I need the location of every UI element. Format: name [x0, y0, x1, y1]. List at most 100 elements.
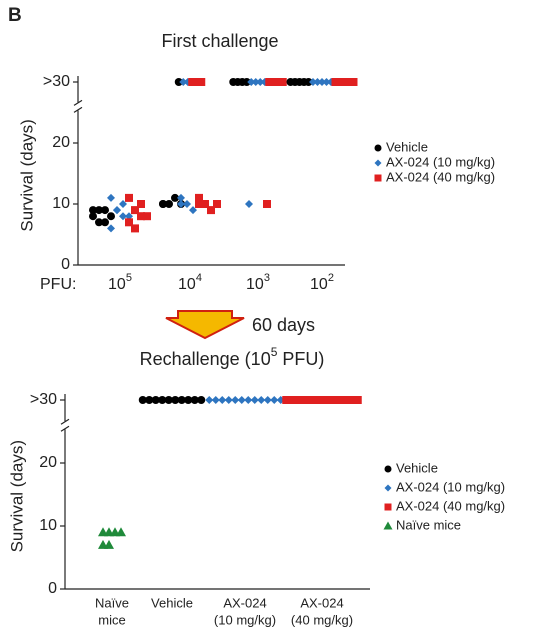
y-tick-label: 0 [61, 256, 70, 273]
marker [301, 396, 310, 404]
x-tick-label: 104 [178, 272, 202, 293]
marker [201, 200, 209, 208]
marker [340, 396, 349, 404]
marker [107, 193, 115, 202]
marker [177, 193, 185, 202]
marker [245, 200, 253, 208]
marker [274, 78, 283, 86]
marker [288, 396, 297, 404]
marker [101, 206, 109, 215]
marker [331, 78, 340, 86]
tick-base: 10 [178, 276, 196, 293]
x-tick-label: mice [98, 612, 125, 627]
tick-superscript: 5 [126, 272, 132, 284]
marker [231, 396, 240, 404]
marker [116, 527, 126, 537]
marker [189, 206, 197, 215]
marker [353, 396, 362, 404]
marker [263, 200, 271, 208]
marker [384, 503, 392, 511]
tick-superscript: 3 [264, 272, 270, 284]
marker [349, 78, 358, 86]
marker [137, 212, 145, 221]
chart-title: Rechallenge (105 PFU) [140, 345, 325, 369]
marker [374, 174, 382, 182]
marker [159, 200, 167, 208]
marker [265, 78, 274, 86]
legend-label: Vehicle [386, 139, 428, 154]
tick-superscript: 2 [328, 272, 334, 284]
marker [345, 78, 353, 86]
marker [321, 396, 330, 404]
x-tick-label: (10 mg/kg) [214, 612, 276, 627]
marker [113, 206, 121, 215]
legend-label: Vehicle [396, 460, 438, 475]
marker [237, 396, 246, 404]
y-axis-label: Survival (days) [7, 440, 26, 552]
y-tick-label: 10 [39, 517, 57, 534]
marker [347, 396, 356, 404]
marker [165, 200, 173, 208]
marker [119, 200, 127, 208]
marker [183, 200, 191, 208]
marker [207, 206, 215, 215]
x-tick-label: 105 [108, 272, 132, 293]
marker [269, 78, 278, 86]
marker [125, 212, 133, 221]
marker [263, 396, 272, 404]
marker [211, 396, 220, 404]
marker [174, 78, 183, 86]
marker [314, 396, 323, 404]
marker [119, 212, 127, 221]
x-tick-label: AX-024 [223, 595, 266, 610]
marker [256, 78, 265, 86]
annotation: 60 days [252, 315, 315, 335]
marker [250, 396, 259, 404]
marker [131, 206, 139, 215]
legend-label: Naïve mice [396, 517, 461, 532]
legend-label: AX-024 (10 mg/kg) [386, 154, 495, 169]
marker [171, 396, 180, 404]
x-tick-label: Vehicle [151, 595, 193, 610]
marker [164, 396, 173, 404]
marker [188, 78, 197, 86]
marker [313, 78, 322, 86]
marker [384, 465, 392, 473]
marker [104, 539, 114, 549]
y-axis-label: Survival (days) [17, 119, 36, 231]
y-tick-label: 20 [39, 454, 57, 471]
tick-base: 10 [310, 276, 328, 293]
marker [190, 396, 199, 404]
marker [125, 218, 133, 227]
marker [340, 78, 349, 86]
x-tick-label: Naïve [95, 595, 129, 610]
title-part: Rechallenge (10 [140, 349, 271, 369]
marker [322, 78, 331, 86]
marker [107, 212, 115, 221]
marker [327, 396, 336, 404]
marker [138, 396, 147, 404]
marker [131, 224, 139, 233]
axis-break [73, 99, 83, 113]
marker [334, 396, 343, 404]
marker [278, 78, 287, 86]
x-tick-label: 103 [246, 272, 270, 293]
marker [242, 78, 251, 86]
y-tick-label: >30 [43, 73, 70, 90]
marker [224, 396, 233, 404]
panel-label: B [8, 5, 22, 26]
chart-title: First challenge [161, 31, 278, 51]
tick-superscript: 4 [196, 272, 202, 284]
title-part: PFU) [277, 349, 324, 369]
x-tick-label: (40 mg/kg) [291, 612, 353, 627]
marker [383, 521, 393, 530]
marker [282, 396, 291, 404]
marker [247, 78, 256, 86]
title-superscript: 5 [271, 345, 278, 359]
marker [107, 224, 115, 233]
y-tick-label: >30 [30, 391, 57, 408]
marker [195, 200, 203, 208]
arrow [165, 310, 245, 340]
marker [195, 193, 203, 202]
marker [318, 78, 326, 86]
